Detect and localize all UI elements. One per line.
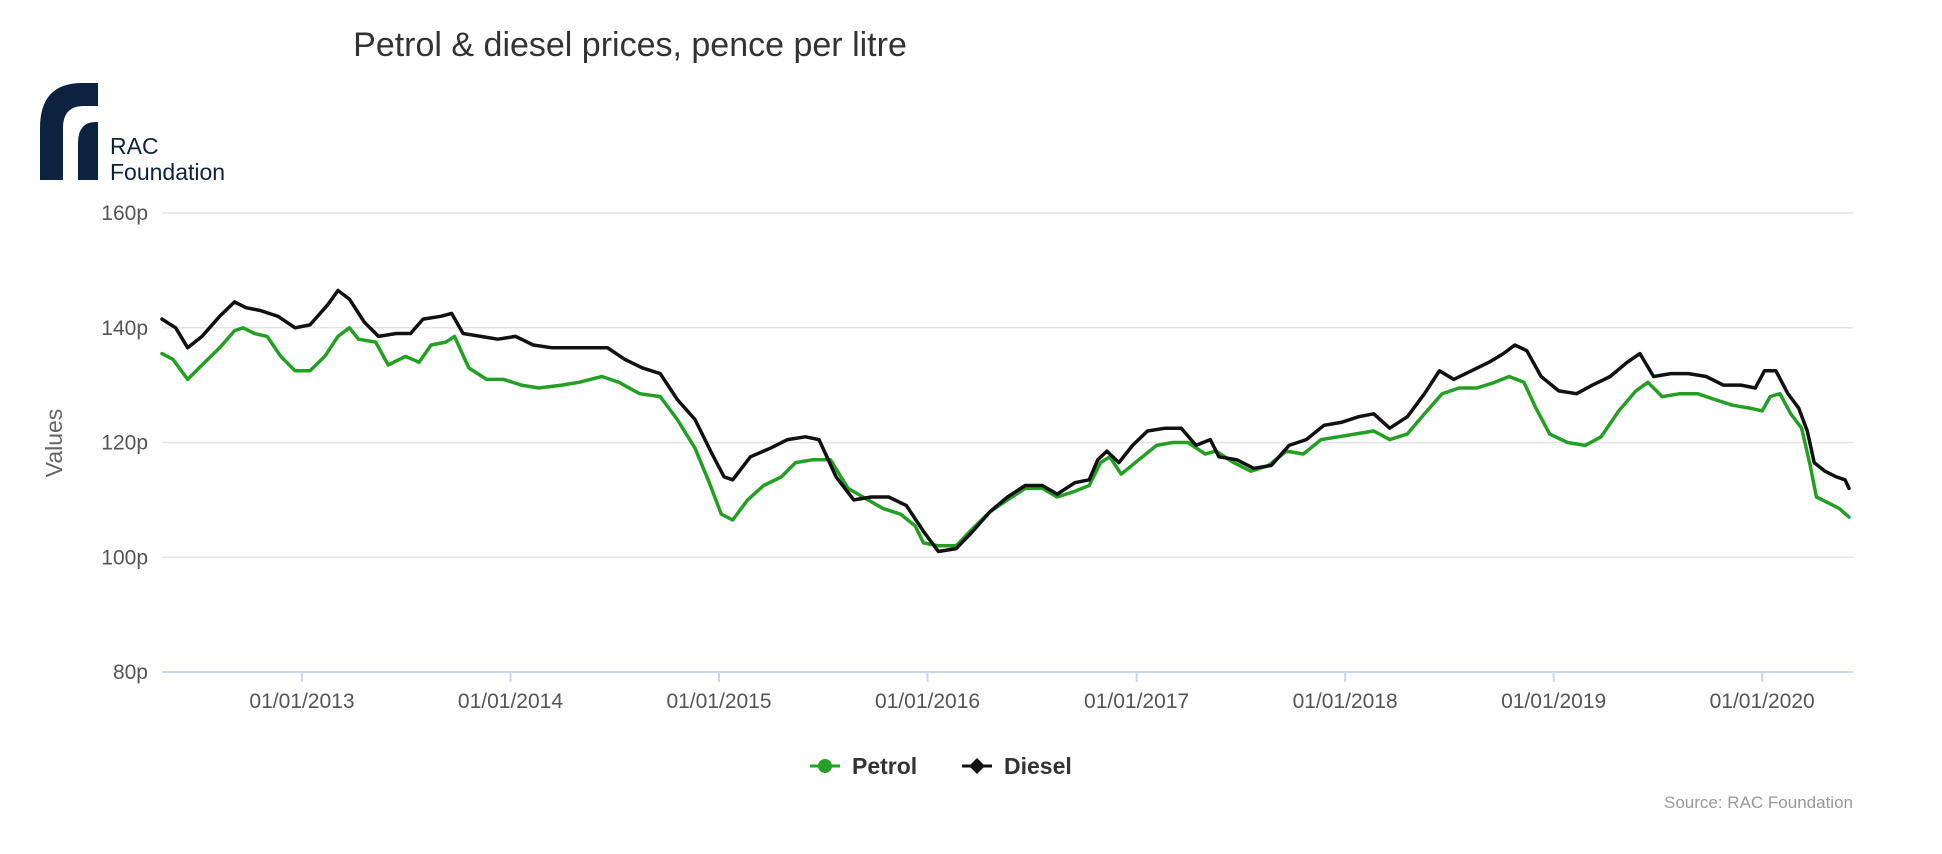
x-tick-label: 01/01/2015 (666, 690, 771, 713)
legend-petrol-label: Petrol (852, 753, 917, 779)
logo-text-line2: Foundation (110, 159, 225, 185)
x-tick-label: 01/01/2014 (458, 690, 563, 713)
y-tick-label: 140p (101, 317, 148, 340)
chart-title: Petrol & diesel prices, pence per litre (353, 26, 907, 64)
y-axis-label: Values (41, 409, 67, 478)
series-line-diesel (160, 288, 1851, 554)
x-tick-label: 01/01/2020 (1710, 690, 1815, 713)
legend-petrol-circle-icon (818, 759, 832, 773)
y-tick-label: 100p (101, 546, 148, 569)
y-tick-label: 120p (101, 432, 148, 455)
x-tick-label: 01/01/2016 (875, 690, 980, 713)
axes: 80p 100p 120p 140p 160p 01/01/2013 01/01/2014 0… (101, 202, 1853, 713)
legend-diesel-diamond-icon (969, 758, 985, 774)
x-tick-label: 01/01/2013 (249, 690, 354, 713)
legend-item-diesel[interactable]: Diesel (962, 753, 1072, 779)
x-tick-label: 01/01/2017 (1084, 690, 1189, 713)
series-lines (160, 288, 1851, 554)
series-line-petrol (160, 326, 1851, 548)
source-credit: Source: RAC Foundation (1664, 793, 1853, 812)
legend: Petrol Diesel (810, 753, 1072, 779)
logo-mark-icon (40, 83, 98, 180)
legend-item-petrol[interactable]: Petrol (810, 753, 917, 779)
x-tick-label: 01/01/2018 (1293, 690, 1398, 713)
logo-text-line1: RAC (110, 133, 159, 159)
rac-foundation-logo: RAC Foundation (40, 83, 225, 185)
gridlines (162, 212, 1853, 558)
x-tick-label: 01/01/2019 (1501, 690, 1606, 713)
legend-diesel-label: Diesel (1004, 753, 1072, 779)
y-tick-label: 160p (101, 202, 148, 225)
y-tick-label: 80p (113, 661, 148, 684)
